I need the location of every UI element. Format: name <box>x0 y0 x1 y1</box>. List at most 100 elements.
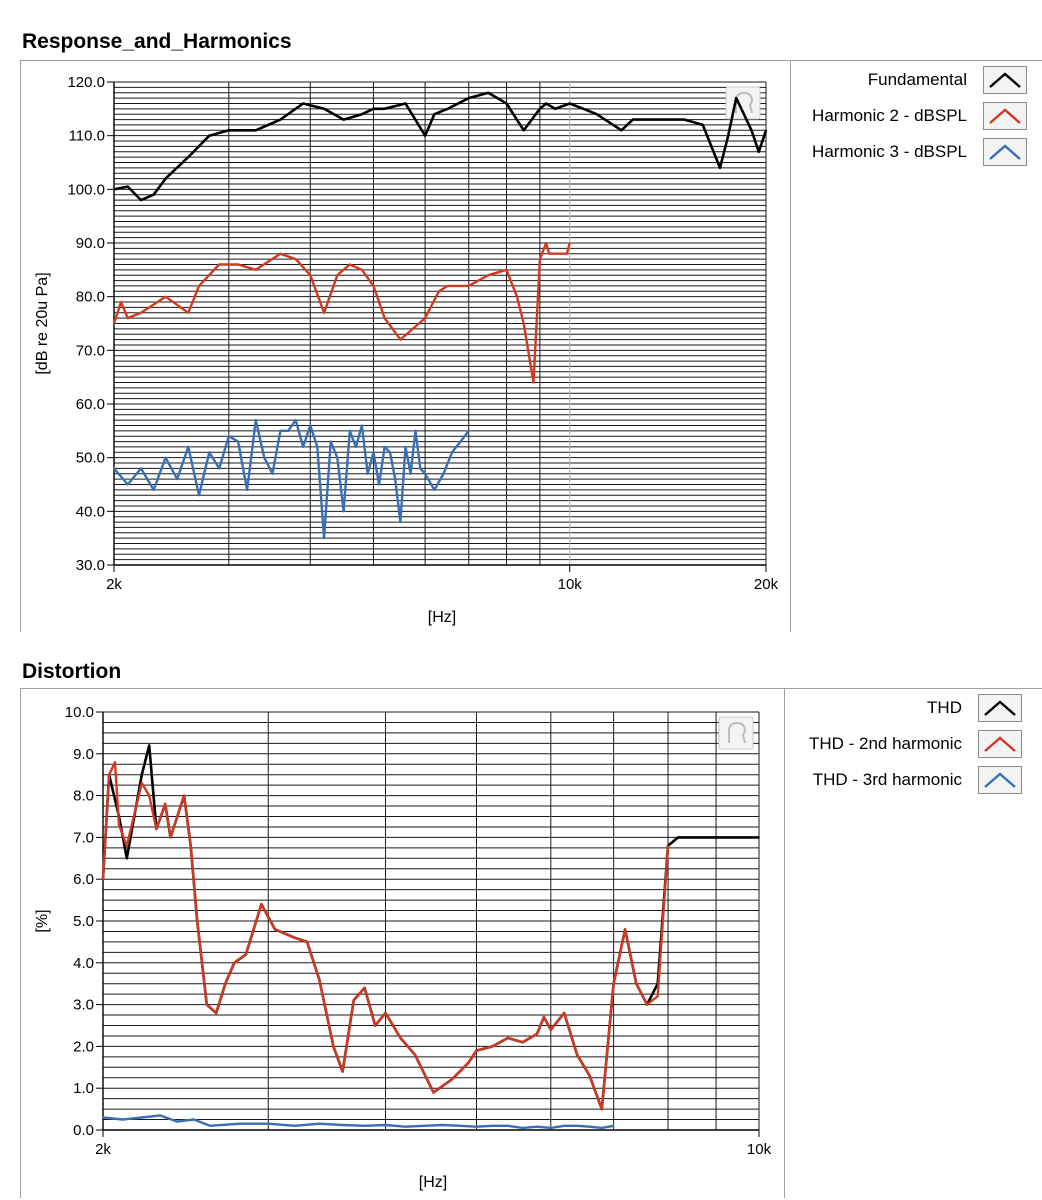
data-point <box>433 489 436 491</box>
legend-response: Fundamental Harmonic 2 - dBSPL Harmonic … <box>795 64 1027 174</box>
line-icon-red <box>983 102 1027 130</box>
data-point <box>612 1125 615 1127</box>
data-point <box>505 269 508 271</box>
data-point <box>255 269 257 271</box>
data-point <box>554 108 556 110</box>
data-point <box>576 1125 578 1127</box>
data-point <box>560 252 562 255</box>
data-point <box>536 1125 538 1128</box>
legend-item-harmonic-3[interactable]: Harmonic 3 - dBSPL <box>812 136 1027 168</box>
data-point <box>126 857 128 860</box>
data-point <box>187 156 190 158</box>
data-point <box>141 1116 143 1119</box>
line-icon-black <box>978 694 1022 722</box>
data-point <box>404 102 407 105</box>
data-point <box>664 118 666 121</box>
data-point <box>366 473 369 475</box>
data-point <box>255 129 257 132</box>
panel-top-border <box>20 688 1042 689</box>
data-point <box>122 1118 124 1121</box>
chart-title-distortion: Distortion <box>22 660 122 683</box>
data-point <box>176 1120 179 1123</box>
data-point <box>750 836 752 839</box>
x-tick-label: 2k <box>95 1141 111 1158</box>
data-point <box>706 836 708 839</box>
data-point <box>487 91 490 94</box>
data-point <box>152 193 155 196</box>
data-point <box>383 446 386 448</box>
data-point <box>113 322 115 325</box>
legend-item-thd-2nd[interactable]: THD - 2nd harmonic <box>809 728 1022 760</box>
data-point <box>294 419 297 421</box>
data-point <box>475 1125 478 1128</box>
data-point <box>446 108 449 110</box>
data-point <box>127 317 129 319</box>
data-point <box>419 467 422 470</box>
y-tick-label: 40.0 <box>76 503 105 520</box>
data-point <box>424 317 426 319</box>
data-point <box>765 129 767 132</box>
data-point <box>102 878 104 880</box>
data-point <box>536 1033 538 1035</box>
graph-tool-icon-glyph <box>728 721 747 744</box>
series-line-harmonic-3-dbspl <box>113 418 470 540</box>
data-point <box>196 920 198 922</box>
panel-divider <box>790 60 791 632</box>
data-point <box>274 928 276 931</box>
data-point <box>737 836 739 839</box>
data-point <box>127 483 129 486</box>
y-tick-label: 9.0 <box>73 746 94 763</box>
legend-item-harmonic-2[interactable]: Harmonic 2 - dBSPL <box>812 100 1027 132</box>
data-point <box>467 285 470 287</box>
data-point <box>361 269 363 271</box>
y-tick-label: 2.0 <box>73 1038 94 1055</box>
line-icon-blue <box>978 766 1022 794</box>
x-tick-label: 10k <box>747 1141 772 1158</box>
data-point <box>126 845 128 847</box>
data-point <box>187 312 190 314</box>
data-point <box>208 134 211 137</box>
data-point <box>206 1003 208 1006</box>
data-point <box>522 322 525 325</box>
legend-item-thd-3rd[interactable]: THD - 3rd harmonic <box>813 764 1022 796</box>
y-tick-label: 90.0 <box>76 235 105 252</box>
data-point <box>554 252 556 255</box>
data-point <box>215 1012 217 1014</box>
data-point <box>114 761 116 763</box>
data-point <box>287 430 290 432</box>
data-point <box>279 252 282 255</box>
legend-label: Harmonic 3 - dBSPL <box>812 142 967 161</box>
data-point <box>432 1091 435 1094</box>
data-point <box>239 1122 241 1125</box>
data-point <box>363 1125 366 1127</box>
data-point <box>349 430 351 432</box>
data-point <box>374 1024 377 1027</box>
data-point <box>399 521 402 523</box>
data-point <box>384 1012 387 1014</box>
data-point <box>271 473 274 475</box>
chart-title-response: Response_and_Harmonics <box>22 30 292 53</box>
data-point <box>521 1127 524 1129</box>
data-point <box>532 381 535 384</box>
data-point <box>467 1062 470 1064</box>
data-point <box>735 97 737 99</box>
data-point <box>727 134 729 137</box>
y-tick-label: 110.0 <box>69 128 105 145</box>
data-point <box>545 242 547 244</box>
line-icon-red <box>978 730 1022 758</box>
data-point <box>643 118 645 121</box>
data-point <box>424 473 426 475</box>
y-tick-label: 120.0 <box>67 74 105 91</box>
data-point <box>279 430 282 432</box>
panel-top-border <box>20 60 1042 61</box>
y-tick-label: 70.0 <box>76 342 105 359</box>
legend-distortion: THD THD - 2nd harmonic THD - 3rd harmoni… <box>788 692 1022 802</box>
data-point <box>329 440 332 443</box>
legend-item-thd[interactable]: THD <box>927 692 1022 724</box>
data-point <box>318 1122 321 1125</box>
legend-item-fundamental[interactable]: Fundamental <box>868 64 1027 96</box>
data-point <box>267 1122 270 1125</box>
data-point <box>635 982 638 985</box>
data-point <box>710 836 713 839</box>
data-point <box>438 290 440 293</box>
